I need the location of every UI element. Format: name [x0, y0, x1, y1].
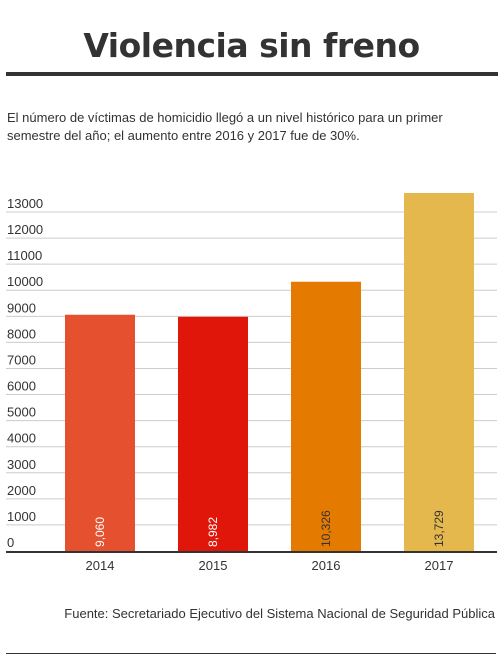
y-tick-label: 11000	[7, 248, 42, 263]
y-tick-label: 9000	[7, 300, 36, 315]
y-tick-label: 2000	[7, 483, 36, 498]
bar	[65, 314, 135, 551]
chart-subtitle: El número de víctimas de homicidio llegó…	[7, 110, 443, 143]
y-tick-label: 6000	[7, 379, 36, 394]
bar	[178, 316, 248, 551]
chart-source: Fuente: Secretariado Ejecutivo del Siste…	[64, 606, 495, 621]
x-tick-label: 2016	[312, 558, 341, 573]
y-tick-label: 10000	[7, 274, 43, 289]
footer-divider	[6, 653, 496, 654]
bars: 9,060 8,982 10,326 13,729	[65, 193, 474, 551]
bar-chart: 0 1000 2000 3000 4000 5000 6000 7000 8000 9000 100…	[6, 193, 497, 573]
chart-title: Violencia sin freno	[83, 26, 420, 65]
data-label: 10,326	[319, 510, 333, 547]
data-label: 9,060	[93, 517, 107, 547]
x-tick-label: 2017	[425, 558, 454, 573]
x-axis: 2014 2015 2016 2017	[6, 551, 497, 573]
data-label: 8,982	[206, 517, 220, 547]
y-tick-label: 7000	[7, 352, 36, 367]
y-tick-label: 0	[7, 535, 14, 550]
y-tick-label: 4000	[7, 431, 36, 446]
data-label: 13,729	[432, 510, 446, 547]
y-tick-label: 12000	[7, 222, 43, 237]
x-tick-label: 2015	[199, 558, 228, 573]
y-tick-label: 3000	[7, 457, 36, 472]
y-tick-label: 1000	[7, 509, 36, 524]
y-tick-label: 5000	[7, 405, 36, 420]
title-divider	[6, 72, 498, 76]
y-tick-label: 13000	[7, 196, 43, 211]
x-tick-label: 2014	[86, 558, 115, 573]
bar	[291, 281, 361, 551]
y-tick-label: 8000	[7, 326, 36, 341]
bar	[404, 193, 474, 551]
